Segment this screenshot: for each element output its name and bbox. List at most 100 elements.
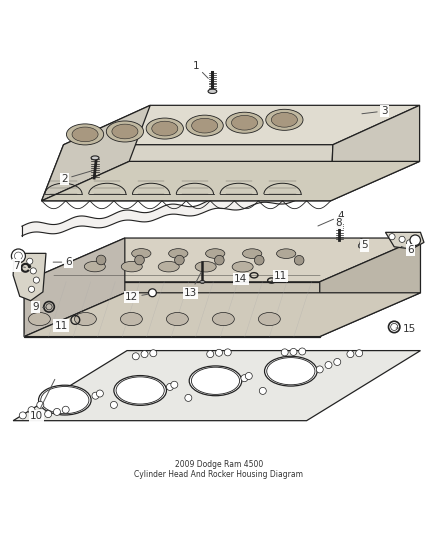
Polygon shape [13, 253, 46, 301]
Text: 15: 15 [396, 324, 416, 334]
Circle shape [28, 407, 35, 414]
Circle shape [290, 349, 297, 356]
Text: 12: 12 [125, 292, 148, 302]
Text: 6: 6 [53, 257, 72, 267]
Circle shape [19, 412, 26, 419]
Polygon shape [42, 145, 333, 201]
Circle shape [347, 351, 354, 358]
Text: 3: 3 [362, 106, 388, 116]
Text: 2: 2 [61, 171, 92, 184]
Circle shape [325, 361, 332, 368]
Circle shape [92, 392, 99, 399]
Circle shape [171, 381, 178, 388]
Polygon shape [385, 232, 424, 249]
Ellipse shape [258, 312, 280, 326]
Ellipse shape [243, 249, 262, 259]
Ellipse shape [266, 109, 303, 131]
Circle shape [11, 249, 25, 263]
Ellipse shape [132, 248, 151, 259]
Ellipse shape [166, 312, 188, 326]
Circle shape [148, 289, 156, 297]
Circle shape [254, 255, 264, 265]
Circle shape [224, 349, 231, 356]
Circle shape [45, 410, 52, 418]
Circle shape [135, 255, 145, 265]
Polygon shape [320, 238, 420, 336]
Polygon shape [24, 238, 420, 282]
Text: 5: 5 [360, 240, 368, 251]
Text: 4: 4 [318, 211, 344, 226]
Circle shape [53, 408, 60, 415]
Ellipse shape [208, 89, 217, 93]
Ellipse shape [267, 358, 315, 385]
Ellipse shape [226, 112, 263, 133]
Ellipse shape [41, 386, 89, 414]
Circle shape [141, 351, 148, 358]
Ellipse shape [232, 262, 253, 272]
Circle shape [30, 268, 36, 274]
Text: 1: 1 [193, 61, 208, 78]
Ellipse shape [72, 127, 98, 142]
Text: 9: 9 [32, 302, 46, 312]
Circle shape [334, 359, 341, 366]
Circle shape [27, 258, 33, 264]
Circle shape [215, 255, 224, 265]
Polygon shape [13, 351, 420, 421]
Polygon shape [64, 106, 420, 145]
Text: 13: 13 [184, 272, 201, 298]
Text: 7: 7 [13, 261, 25, 271]
Circle shape [96, 255, 106, 265]
Ellipse shape [189, 366, 242, 395]
Circle shape [62, 406, 69, 413]
Polygon shape [24, 282, 320, 336]
Circle shape [406, 240, 413, 246]
Circle shape [14, 252, 22, 260]
Ellipse shape [28, 312, 50, 326]
Circle shape [399, 236, 405, 243]
Circle shape [37, 401, 44, 408]
Circle shape [294, 255, 304, 265]
Text: 2009 Dodge Ram 4500
Cylinder Head And Rocker Housing Diagram: 2009 Dodge Ram 4500 Cylinder Head And Ro… [134, 459, 304, 479]
Circle shape [132, 353, 139, 360]
Circle shape [259, 387, 266, 394]
Ellipse shape [152, 121, 178, 136]
Circle shape [245, 373, 252, 379]
Circle shape [33, 277, 39, 283]
Ellipse shape [195, 262, 216, 272]
Circle shape [207, 351, 214, 358]
Ellipse shape [146, 118, 184, 139]
Text: 11: 11 [272, 271, 287, 281]
Circle shape [110, 401, 117, 408]
Ellipse shape [121, 261, 142, 272]
Polygon shape [24, 238, 125, 336]
Text: 10: 10 [30, 379, 55, 421]
Polygon shape [42, 106, 150, 201]
Ellipse shape [336, 219, 343, 222]
Ellipse shape [116, 377, 164, 404]
Polygon shape [22, 184, 342, 236]
Ellipse shape [192, 118, 218, 133]
Circle shape [96, 390, 103, 397]
Circle shape [166, 383, 173, 391]
Ellipse shape [84, 261, 105, 272]
Ellipse shape [200, 280, 205, 283]
Ellipse shape [186, 115, 223, 136]
Circle shape [281, 349, 288, 356]
Polygon shape [42, 161, 420, 201]
Circle shape [175, 255, 184, 265]
Ellipse shape [120, 312, 142, 326]
Circle shape [241, 375, 248, 382]
Ellipse shape [191, 367, 240, 394]
Circle shape [28, 286, 35, 292]
Circle shape [150, 350, 157, 357]
Ellipse shape [39, 385, 91, 415]
Ellipse shape [74, 312, 96, 326]
Ellipse shape [114, 376, 166, 405]
Circle shape [215, 349, 223, 356]
Ellipse shape [158, 261, 179, 272]
Text: 14: 14 [234, 274, 251, 284]
Polygon shape [24, 293, 420, 336]
Ellipse shape [205, 249, 225, 259]
Ellipse shape [212, 312, 234, 326]
Ellipse shape [272, 112, 297, 127]
